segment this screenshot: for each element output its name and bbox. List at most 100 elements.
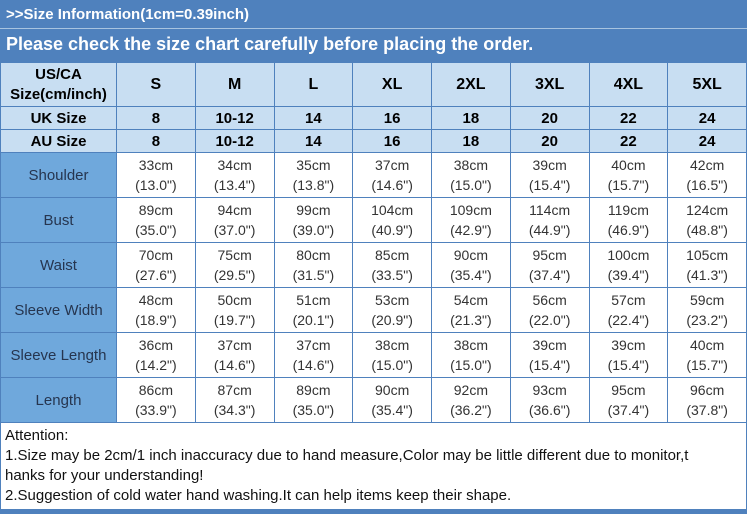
inch-value: (37.4"): [528, 267, 571, 283]
attention-line: hanks for your understanding!: [5, 467, 204, 484]
cm-value: 34cm: [217, 157, 252, 173]
measurement-cell: 75cm (29.5"): [194, 242, 275, 288]
inch-value: (14.6"): [213, 357, 256, 373]
size-row: AU Size 8 10-12 14 16 18 20 22 24: [0, 129, 747, 153]
attention-line: Attention:: [5, 427, 69, 444]
attention-section: Attention: 1.Size may be 2cm/1 inch inacc…: [0, 423, 747, 509]
inch-value: (37.0"): [213, 222, 256, 238]
cm-value: 109cm: [449, 202, 492, 218]
measurement-cell: 38cm (15.0"): [431, 152, 511, 198]
inch-value: (33.9"): [135, 402, 177, 418]
measurement-row: Length 86cm (33.9") 87cm (34.3") 89cm (35.0") 9…: [0, 377, 747, 423]
cm-value: 38cm: [453, 157, 488, 173]
size-value-cell: 24: [667, 129, 747, 153]
banner-subtitle: Please check the size chart carefully be…: [6, 34, 534, 54]
inch-value: (35.4"): [450, 267, 492, 283]
measurement-cell: 40cm (15.7"): [588, 152, 669, 198]
cm-value: 38cm: [375, 337, 410, 353]
size-column-header: XL: [352, 62, 432, 107]
cm-value: 105cm: [686, 247, 729, 263]
inch-value: (20.9"): [371, 312, 413, 328]
size-value-cell: 16: [352, 106, 432, 130]
measurement-cell: 99cm (39.0"): [273, 197, 354, 243]
measurement-cell: 90cm (35.4"): [431, 242, 511, 288]
cm-value: 53cm: [375, 292, 410, 308]
inch-value: (37.4"): [607, 402, 650, 418]
size-column-header: M: [194, 62, 275, 107]
inch-value: (18.9"): [135, 312, 177, 328]
cm-value: 59cm: [690, 292, 725, 308]
cm-value: 87cm: [217, 382, 252, 398]
inch-value: (15.0"): [450, 357, 492, 373]
cm-value: 100cm: [607, 247, 650, 263]
cm-value: 119cm: [607, 202, 649, 218]
measurement-cell: 34cm (13.4"): [194, 152, 275, 198]
inch-value: (22.0"): [528, 312, 571, 328]
measurement-cell: 109cm (42.9"): [431, 197, 511, 243]
measurement-cell: 59cm (23.2"): [667, 287, 747, 333]
cm-value: 124cm: [686, 202, 729, 218]
measurement-cell: 53cm (20.9"): [352, 287, 432, 333]
size-value-cell: 14: [273, 129, 354, 153]
cm-value: 86cm: [138, 382, 173, 398]
corner-header: US/CA Size(cm/inch): [0, 62, 117, 107]
measurement-cell: 86cm (33.9"): [116, 377, 196, 423]
header-row: US/CA Size(cm/inch) S M L XL 2XL 3XL 4XL 5XL: [0, 62, 747, 107]
inch-value: (36.2"): [450, 402, 492, 418]
size-column-header: 5XL: [667, 62, 747, 107]
attention-line: 2.Suggestion of cold water hand washing.…: [5, 487, 512, 504]
cm-value: 35cm: [296, 157, 331, 173]
measurement-cell: 40cm (15.7"): [667, 332, 747, 378]
size-column-header: 4XL: [588, 62, 669, 107]
cm-value: 95cm: [532, 247, 567, 263]
measurement-cell: 33cm (13.0"): [116, 152, 196, 198]
measurement-cell: 39cm (15.4"): [509, 332, 590, 378]
measurement-cell: 37cm (14.6"): [352, 152, 432, 198]
measurement-cell: 100cm (39.4"): [588, 242, 669, 288]
cm-value: 33cm: [138, 157, 173, 173]
inch-value: (39.0"): [292, 222, 335, 238]
cm-value: 40cm: [690, 337, 725, 353]
measurement-cell: 105cm (41.3"): [667, 242, 747, 288]
cm-value: 39cm: [532, 337, 567, 353]
cm-value: 70cm: [138, 247, 173, 263]
cm-value: 85cm: [375, 247, 410, 263]
inch-value: (22.4"): [607, 312, 650, 328]
inch-value: (41.3"): [686, 267, 728, 283]
cm-value: 37cm: [217, 337, 252, 353]
measurement-row-label: Length: [0, 377, 117, 423]
measurement-cell: 124cm (48.8"): [667, 197, 747, 243]
inch-value: (40.9"): [371, 222, 413, 238]
inch-value: (34.3"): [213, 402, 256, 418]
cm-value: 104cm: [371, 202, 414, 218]
measurement-cell: 87cm (34.3"): [194, 377, 275, 423]
cm-value: 96cm: [690, 382, 725, 398]
inch-value: (48.8"): [686, 222, 728, 238]
measurement-cell: 37cm (14.6"): [194, 332, 275, 378]
inch-value: (37.8"): [686, 402, 728, 418]
size-table-head: US/CA Size(cm/inch) S M L XL 2XL 3XL 4XL 5XL: [0, 62, 747, 107]
cm-value: 48cm: [138, 292, 173, 308]
cm-value: 99cm: [296, 202, 331, 218]
cm-value: 40cm: [611, 157, 646, 173]
inch-value: (23.2"): [686, 312, 728, 328]
bottom-border-bar: [0, 509, 747, 514]
cm-value: 90cm: [375, 382, 410, 398]
size-value-cell: 10-12: [194, 129, 275, 153]
inch-value: (31.5"): [292, 267, 335, 283]
size-row: UK Size 8 10-12 14 16 18 20 22 24: [0, 106, 747, 130]
inch-value: (19.7"): [213, 312, 256, 328]
measurement-cell: 85cm (33.5"): [352, 242, 432, 288]
measurement-cell: 39cm (15.4"): [588, 332, 669, 378]
measurement-cell: 93cm (36.6"): [509, 377, 590, 423]
cm-value: 42cm: [690, 157, 725, 173]
measurement-cell: 54cm (21.3"): [431, 287, 511, 333]
inch-value: (16.5"): [686, 177, 728, 193]
measurement-cell: 38cm (15.0"): [352, 332, 432, 378]
measurement-row: Shoulder 33cm (13.0") 34cm (13.4") 35cm (13.8"…: [0, 152, 747, 198]
size-value-cell: 14: [273, 106, 354, 130]
inch-value: (14.6"): [371, 177, 413, 193]
measurement-cell: 70cm (27.6"): [116, 242, 196, 288]
size-column-header: 2XL: [431, 62, 511, 107]
